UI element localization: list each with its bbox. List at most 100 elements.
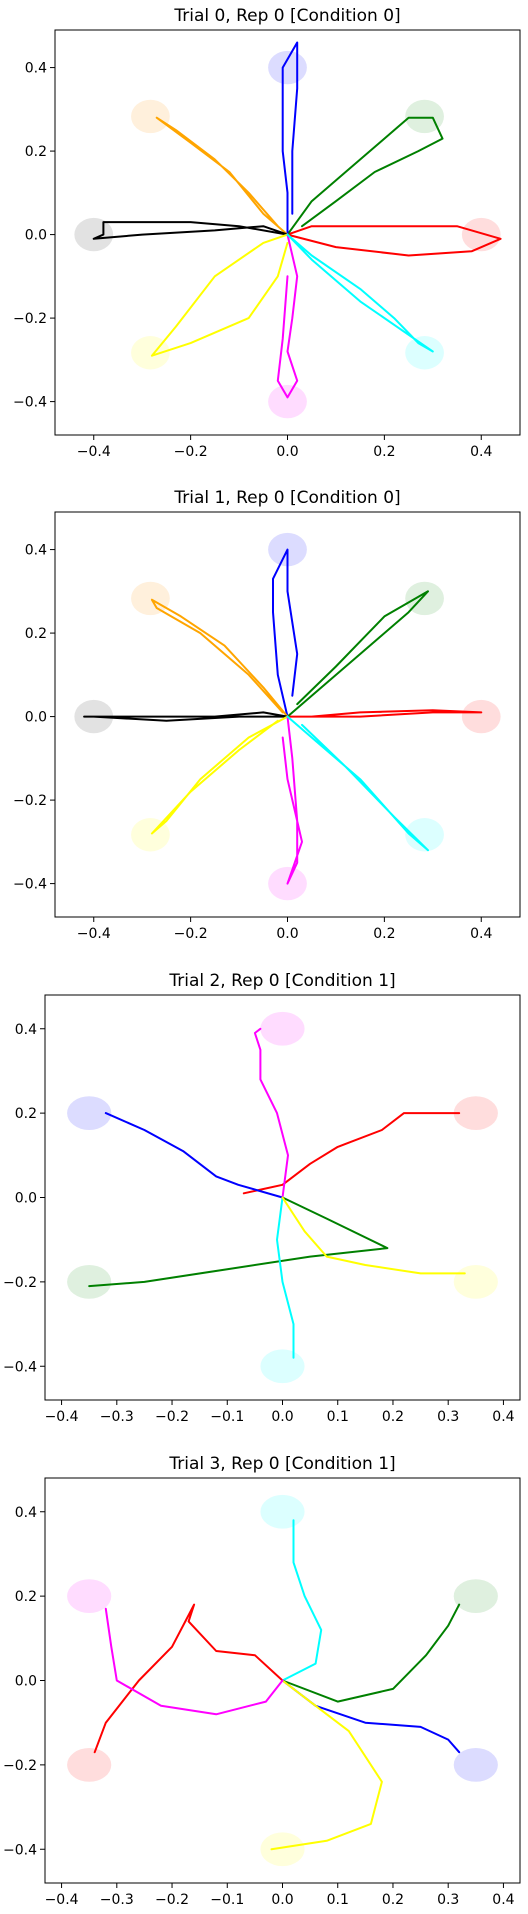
trajectory-line <box>150 715 289 835</box>
trajectory-line <box>253 1027 289 1199</box>
trajectory-line <box>286 709 483 718</box>
y-tick-label: −0.4 <box>3 1359 37 1375</box>
chart-title: Trial 0, Rep 0 [Condition 0] <box>173 6 400 26</box>
trajectory-line <box>281 1603 461 1703</box>
target-circle <box>67 1579 112 1613</box>
x-tick-label: −0.4 <box>77 926 111 942</box>
target-circle <box>260 1832 305 1867</box>
trajectory-line <box>155 116 289 236</box>
chart-title: Trial 1, Rep 0 [Condition 0] <box>173 488 400 508</box>
trajectory-line <box>286 233 434 353</box>
chart-title: Trial 2, Rep 0 [Condition 1] <box>168 971 395 991</box>
y-tick-label: −0.4 <box>13 395 47 411</box>
x-tick-label: 0.1 <box>327 1409 349 1425</box>
trajectory-line <box>272 548 299 718</box>
y-tick-label: 0.4 <box>15 1505 37 1521</box>
target-circle <box>453 1265 498 1299</box>
target-circle <box>405 336 444 370</box>
y-tick-label: 0.2 <box>25 626 47 642</box>
y-tick-label: −0.4 <box>3 1842 37 1858</box>
trajectory-line <box>286 590 429 718</box>
x-tick-label: 0.1 <box>327 1892 349 1908</box>
x-tick-label: 0.4 <box>492 1409 514 1425</box>
target-circle <box>453 1096 498 1130</box>
trajectory-line <box>286 715 429 852</box>
target-circle <box>453 1748 498 1782</box>
trajectory-line <box>104 1607 284 1716</box>
x-tick-label: −0.2 <box>174 444 208 460</box>
trajectory-line <box>270 1679 383 1851</box>
trajectory-line <box>150 598 289 718</box>
x-tick-label: −0.2 <box>155 1892 189 1908</box>
chart-title: Trial 3, Rep 0 [Condition 1] <box>168 1454 395 1474</box>
y-tick-label: −0.2 <box>13 793 47 809</box>
chart-0: Trial 0, Rep 0 [Condition 0] −0.4 −0.2 0.0 0… <box>13 6 521 460</box>
x-tick-label: −0.3 <box>100 1892 134 1908</box>
x-tick-label: −0.4 <box>77 444 111 460</box>
y-tick-label: −0.2 <box>3 1758 37 1774</box>
trajectory-line <box>92 221 289 240</box>
x-tick-label: 0.0 <box>276 926 298 942</box>
chart-1: Trial 1, Rep 0 [Condition 0] −0.4 −0.2 0.0 0… <box>13 488 521 942</box>
trajectory-line <box>83 711 289 722</box>
x-tick-label: 0.4 <box>492 1892 514 1908</box>
x-tick-label: 0.0 <box>271 1409 293 1425</box>
target-circle <box>131 99 170 134</box>
target-circle <box>405 99 444 134</box>
trajectory-line <box>281 1196 466 1275</box>
x-tick-label: 0.3 <box>437 1892 459 1908</box>
x-tick-label: 0.2 <box>373 444 395 460</box>
target-circle <box>461 699 501 734</box>
x-tick-label: 0.4 <box>470 444 492 460</box>
x-tick-label: 0.0 <box>276 444 298 460</box>
trajectory-line <box>88 1196 389 1288</box>
y-tick-label: 0.0 <box>25 710 47 726</box>
x-tick-label: −0.3 <box>100 1409 134 1425</box>
y-tick-label: 0.2 <box>15 1589 37 1605</box>
x-tick-label: 0.4 <box>470 926 492 942</box>
y-tick-label: 0.2 <box>15 1106 37 1122</box>
target-circle <box>453 1579 498 1613</box>
trajectory-line <box>276 233 299 399</box>
trajectory-line <box>286 225 502 257</box>
x-tick-label: −0.2 <box>155 1409 189 1425</box>
target-circle <box>268 384 307 419</box>
y-tick-label: 0.4 <box>15 1022 37 1038</box>
trajectory-line <box>150 233 289 357</box>
x-tick-label: −0.1 <box>210 1892 244 1908</box>
x-tick-label: −0.2 <box>174 926 208 942</box>
x-tick-label: 0.2 <box>382 1409 404 1425</box>
y-tick-label: −0.4 <box>13 877 47 893</box>
target-circle <box>260 1494 305 1529</box>
y-tick-label: 0.0 <box>25 228 47 244</box>
y-tick-label: 0.4 <box>25 543 47 559</box>
target-circle <box>67 1748 112 1782</box>
target-circle <box>67 1265 112 1299</box>
y-tick-label: −0.2 <box>13 311 47 327</box>
chart-3: Trial 3, Rep 0 [Condition 1] −0.4 −0.3 −0.2… <box>3 1454 521 1908</box>
chart-2: Trial 2, Rep 0 [Condition 1] −0.4 −0.3 −0.2… <box>3 971 521 1425</box>
x-tick-label: 0.2 <box>382 1892 404 1908</box>
y-tick-label: 0.0 <box>15 1674 37 1690</box>
target-circle <box>260 1011 305 1046</box>
y-tick-label: 0.4 <box>25 61 47 77</box>
target-circle <box>405 818 444 852</box>
x-tick-label: 0.0 <box>271 1892 293 1908</box>
y-tick-label: 0.2 <box>25 144 47 160</box>
trajectory-line <box>276 1196 295 1359</box>
x-tick-label: 0.2 <box>373 926 395 942</box>
x-tick-label: 0.3 <box>437 1409 459 1425</box>
trajectory-line <box>281 1519 323 1682</box>
y-tick-label: −0.2 <box>3 1275 37 1291</box>
trajectory-line <box>93 1603 284 1754</box>
x-tick-label: −0.4 <box>45 1892 79 1908</box>
trajectory-line <box>104 1112 284 1199</box>
target-circle <box>131 581 170 616</box>
target-circle <box>260 1349 305 1384</box>
y-tick-label: 0.0 <box>15 1191 37 1207</box>
target-circle <box>268 50 307 85</box>
trajectory-line <box>242 1112 461 1195</box>
x-tick-label: −0.4 <box>45 1409 79 1425</box>
trajectory-line <box>281 715 303 885</box>
